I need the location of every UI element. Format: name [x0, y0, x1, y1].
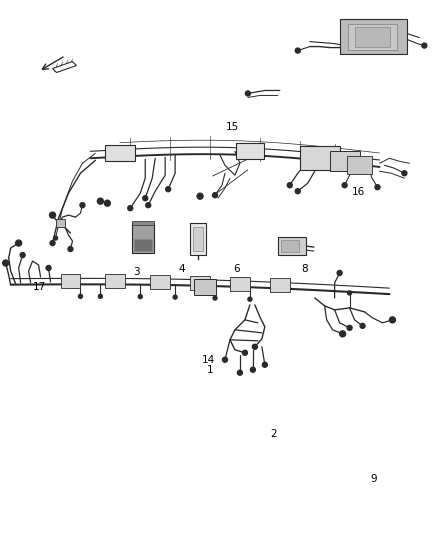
Bar: [132, 223, 154, 253]
Bar: [106, 274, 125, 288]
Bar: [230, 277, 250, 291]
Circle shape: [337, 270, 342, 276]
Bar: [339, 19, 407, 53]
Circle shape: [53, 236, 57, 240]
Circle shape: [212, 193, 218, 198]
Circle shape: [422, 43, 427, 48]
Circle shape: [389, 317, 396, 323]
Text: 15: 15: [226, 122, 239, 132]
Circle shape: [143, 196, 148, 200]
Circle shape: [342, 183, 347, 188]
Circle shape: [99, 294, 102, 298]
Circle shape: [166, 187, 171, 192]
Circle shape: [248, 297, 252, 301]
Circle shape: [237, 370, 242, 375]
Circle shape: [128, 206, 133, 211]
Circle shape: [46, 265, 51, 270]
Circle shape: [97, 198, 103, 204]
Text: 4: 4: [179, 264, 185, 274]
Circle shape: [347, 325, 352, 330]
Bar: [355, 27, 390, 46]
Circle shape: [339, 331, 346, 337]
Bar: [330, 151, 360, 171]
Circle shape: [197, 193, 203, 199]
Bar: [106, 146, 135, 161]
Text: 8: 8: [301, 264, 307, 274]
Text: 9: 9: [371, 474, 377, 484]
Bar: [347, 156, 372, 174]
Bar: [150, 275, 170, 289]
Circle shape: [262, 362, 267, 367]
Bar: [134, 239, 152, 251]
Bar: [348, 23, 397, 50]
Text: 7: 7: [277, 280, 283, 290]
Circle shape: [68, 247, 73, 252]
Text: 1: 1: [207, 365, 214, 375]
Polygon shape: [53, 61, 77, 72]
Circle shape: [251, 367, 255, 372]
Circle shape: [295, 48, 300, 53]
Circle shape: [213, 296, 217, 300]
Bar: [270, 278, 290, 293]
Circle shape: [3, 260, 9, 266]
Bar: [132, 221, 154, 225]
Circle shape: [173, 295, 177, 299]
Circle shape: [295, 189, 300, 193]
Text: 14: 14: [201, 354, 215, 365]
Text: 2: 2: [270, 429, 277, 439]
Circle shape: [16, 240, 21, 246]
Bar: [60, 274, 81, 288]
Bar: [300, 147, 339, 170]
Circle shape: [223, 357, 227, 362]
Circle shape: [402, 171, 407, 176]
Circle shape: [245, 91, 251, 96]
Circle shape: [78, 294, 82, 298]
Circle shape: [252, 344, 258, 349]
Bar: [278, 237, 306, 255]
Circle shape: [104, 200, 110, 206]
Circle shape: [49, 212, 56, 218]
Circle shape: [146, 203, 151, 208]
Bar: [193, 227, 203, 251]
Circle shape: [242, 350, 247, 356]
Text: 6: 6: [233, 264, 240, 274]
Circle shape: [80, 203, 85, 208]
Circle shape: [20, 253, 25, 257]
Bar: [190, 276, 210, 290]
Text: 5: 5: [205, 280, 212, 290]
Bar: [194, 279, 216, 295]
Circle shape: [360, 324, 365, 328]
Bar: [236, 143, 264, 159]
Text: 17: 17: [32, 282, 46, 292]
Bar: [190, 223, 206, 255]
Circle shape: [348, 291, 352, 295]
Circle shape: [375, 185, 380, 190]
Text: 3: 3: [133, 267, 139, 277]
Bar: [281, 240, 299, 252]
Text: 16: 16: [352, 187, 365, 197]
Bar: [56, 219, 66, 227]
Circle shape: [138, 295, 142, 298]
Circle shape: [50, 240, 55, 246]
Circle shape: [287, 183, 292, 188]
